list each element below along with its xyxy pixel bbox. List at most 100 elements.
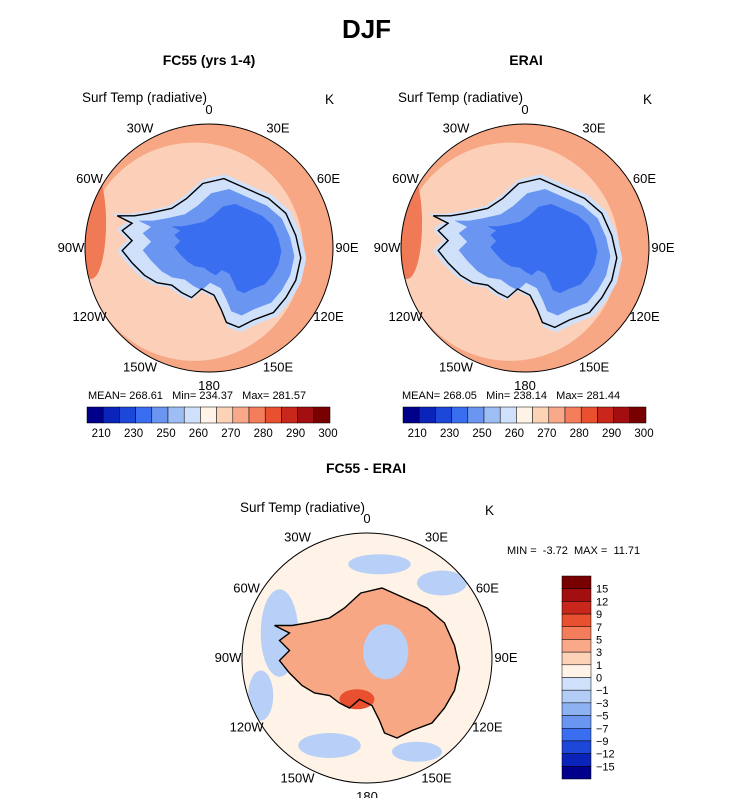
lon-label: 120W [389,309,424,324]
colorbar-cell [135,406,153,424]
colorbar-tick: −7 [596,723,609,735]
lon-label: 30E [425,530,448,545]
colorbar-cell [561,740,592,754]
min-value: 238.14 [513,390,547,402]
panel-title-fc55: FC55 (yrs 1-4) [162,52,256,68]
colorbar-tick: 260 [505,428,524,440]
lon-label: 150E [421,770,452,785]
lon-label: 180 [514,378,536,393]
main-title: DJF [341,14,392,44]
colorbar-tick: 5 [596,634,602,646]
field-label-fc55: Surf Temp (radiative) [82,90,208,105]
polar-map-fc55: 0 30E 60E 90E 120E 150E 180 150W 120W 90W 60W 30W [58,102,359,393]
stats-erai: MEAN= 268.05 Min= 238.14 Max= 281.44 [402,390,620,402]
colorbar-tick: 3 [596,647,602,659]
colorbar-tick: 210 [92,428,111,440]
colorbar-cell [561,689,592,704]
colorbar-cell [516,406,533,424]
lon-label: 90E [494,650,517,665]
cool-anomaly [417,570,467,596]
lon-label: 60E [476,581,499,596]
lon-label: 180 [198,378,220,393]
lon-label: 120E [472,720,503,735]
lon-label: 0 [205,102,212,117]
colorbar-cell [451,406,469,424]
mean-value: 268.61 [129,390,163,402]
colorbar-cell [561,613,592,627]
cool-anomaly [348,554,411,575]
colorbar-tick: 290 [602,428,621,440]
colorbar-tick: 230 [124,428,143,440]
colorbar-cell [216,406,234,424]
field-label-erai: Surf Temp (radiative) [398,90,524,105]
lon-label: 0 [363,511,370,526]
colorbar-tick: −1 [596,685,609,697]
colorbar-cell [561,702,592,716]
mean-label: MEAN= [88,390,127,402]
lon-label: 90E [651,240,674,255]
polar-map-diff: 0 30E 60E 90E 120E 150E 180 150W 120W 90W 60W 30W [215,511,518,798]
colorbar-tick: 250 [472,428,491,440]
colorbar-tick: 260 [189,428,208,440]
lon-label: 90W [374,240,401,255]
colorbar-cell [561,651,592,666]
colorbar-cell [313,406,331,424]
max-label: Max= [242,390,270,402]
lon-label: 120E [629,309,660,324]
warm-edge [85,167,107,279]
colorbar-tick: 210 [408,428,427,440]
units-label-diff: K [485,503,495,518]
strong-warm-anomaly [339,689,375,710]
colorbar-tick: 7 [596,622,602,634]
colorbar-cell [418,406,436,424]
colorbar-cell [561,588,592,602]
colorbar-tick: 15 [596,584,608,596]
colorbar-cell [167,406,185,424]
colorbar-cell [548,406,566,424]
lon-label: 90W [58,240,85,255]
map-boundary [241,532,493,784]
lon-label: 60W [392,171,419,186]
colorbar-tick: 12 [596,596,608,608]
colorbar-cell [248,406,266,424]
colorbar-cell [297,406,315,424]
colorbar-cell [561,601,592,615]
colorbar-cell [483,406,501,424]
colorbar-tick: 230 [440,428,459,440]
colorbar-cell [561,677,592,691]
max-value: 281.57 [272,390,307,402]
colorbar-tick: 270 [221,428,240,440]
colorbar-tick: 9 [596,609,602,621]
colorbar-cell [561,575,592,589]
colorbar-tick: 300 [318,428,337,440]
max-label: Max= [556,390,584,402]
max-label: MAX = [573,545,608,557]
min-label: MIN = [507,545,537,557]
min-value: 234.37 [199,390,233,402]
colorbar-cell [281,406,298,424]
lon-label: 0 [521,102,528,117]
lon-label: 30E [582,121,605,136]
colorbar-fc55: 210 230 250 260 270 280 290 300 [86,406,338,440]
colorbar-tick: 250 [156,428,175,440]
ice-plateau-field [171,203,282,294]
lon-label: 30W [284,530,311,545]
colorbar-cell [86,406,104,424]
colorbar-tick: 0 [596,673,602,685]
colorbar-cell [561,715,592,729]
colorbar-cell [151,406,169,424]
colorbar-tick: 290 [286,428,305,440]
coastline [116,177,302,329]
lon-label: 30W [443,121,470,136]
colorbar-cell [119,406,136,424]
cool-anomaly [392,741,442,762]
lon-label: 60E [633,171,656,186]
field-label-diff: Surf Temp (radiative) [240,500,366,515]
colorbar-tick: −9 [596,736,609,748]
colorbar-cell [561,766,592,780]
lon-label: 180 [356,789,378,798]
max-value: 281.44 [586,390,621,402]
colorbar-tick: 280 [254,428,273,440]
colorbar-cell [532,406,550,424]
